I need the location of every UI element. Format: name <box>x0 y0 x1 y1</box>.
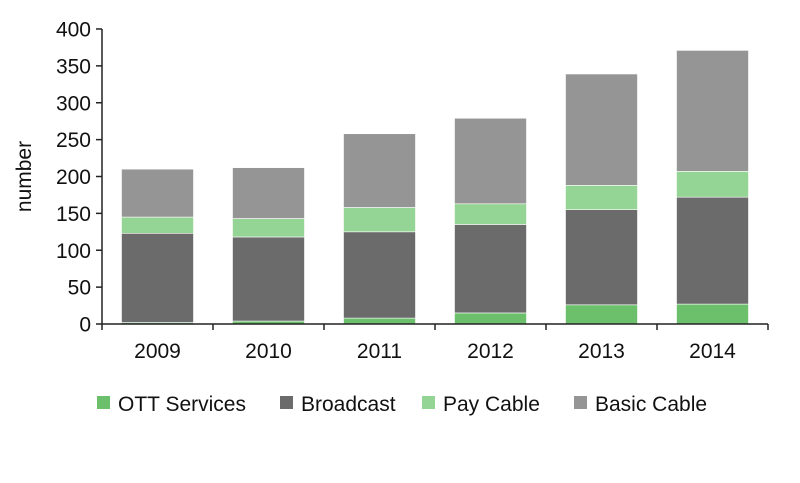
bar-segment-broadcast-2009 <box>121 232 194 323</box>
bar-segment-basic-cable-2012 <box>454 117 527 205</box>
y-tick-label: 250 <box>56 129 91 152</box>
legend-swatch-pay-cable <box>422 396 435 409</box>
x-tick-label: 2010 <box>245 340 292 363</box>
legend-swatch-broadcast <box>280 396 293 409</box>
bar-segment-broadcast-2010 <box>232 236 305 322</box>
bar-segment-broadcast-2013 <box>565 209 638 306</box>
bar-segment-ott-services-2013 <box>565 304 638 325</box>
y-tick-label: 400 <box>56 19 91 42</box>
bar-segment-broadcast-2012 <box>454 224 527 314</box>
bar-segment-ott-services-2012 <box>454 312 527 325</box>
legend-label: Pay Cable <box>443 393 540 416</box>
bar-segment-pay-cable-2010 <box>232 218 305 238</box>
legend-label: OTT Services <box>118 393 246 416</box>
bar-segment-ott-services-2011 <box>343 317 416 325</box>
bar-segment-basic-cable-2009 <box>121 168 194 218</box>
legend-label: Basic Cable <box>595 393 707 416</box>
y-tick-label: 100 <box>56 240 91 263</box>
legend-label: Broadcast <box>301 393 396 416</box>
bar-segment-basic-cable-2013 <box>565 73 638 186</box>
bar-segment-pay-cable-2009 <box>121 216 194 234</box>
legend-swatch-basic-cable <box>574 396 587 409</box>
y-tick-label: 150 <box>56 203 91 226</box>
bar-segment-pay-cable-2011 <box>343 207 416 233</box>
bar-segment-broadcast-2014 <box>676 196 749 305</box>
x-tick-label: 2014 <box>689 340 736 363</box>
y-axis-title: number <box>13 141 36 212</box>
x-tick-label: 2012 <box>467 340 514 363</box>
x-tick-label: 2013 <box>578 340 625 363</box>
bar-segment-ott-services-2014 <box>676 303 749 325</box>
y-tick-label: 350 <box>56 55 91 78</box>
legend-swatch-ott-services <box>97 396 110 409</box>
x-axis-ticks: 2009 2010 2011 2012 2013 2014 <box>101 324 769 363</box>
bar-segment-basic-cable-2010 <box>232 167 305 219</box>
x-tick-label: 2009 <box>134 340 181 363</box>
bar-segment-pay-cable-2012 <box>454 203 527 225</box>
bar-segment-basic-cable-2011 <box>343 133 416 208</box>
bars-group <box>121 50 749 325</box>
y-tick-label: 0 <box>79 314 91 337</box>
bar-segment-broadcast-2011 <box>343 231 416 319</box>
bar-segment-basic-cable-2014 <box>676 50 749 172</box>
y-tick-label: 200 <box>56 166 91 189</box>
legend: OTT Services Broadcast Pay Cable Basic Cabl… <box>97 393 707 416</box>
y-tick-label: 50 <box>68 277 91 300</box>
bar-segment-pay-cable-2014 <box>676 171 749 198</box>
y-axis-ticks: 0 50 100 150 200 250 300 350 400 <box>56 19 102 337</box>
bar-segment-pay-cable-2013 <box>565 185 638 210</box>
y-tick-label: 300 <box>56 92 91 115</box>
x-tick-label: 2011 <box>357 340 402 363</box>
